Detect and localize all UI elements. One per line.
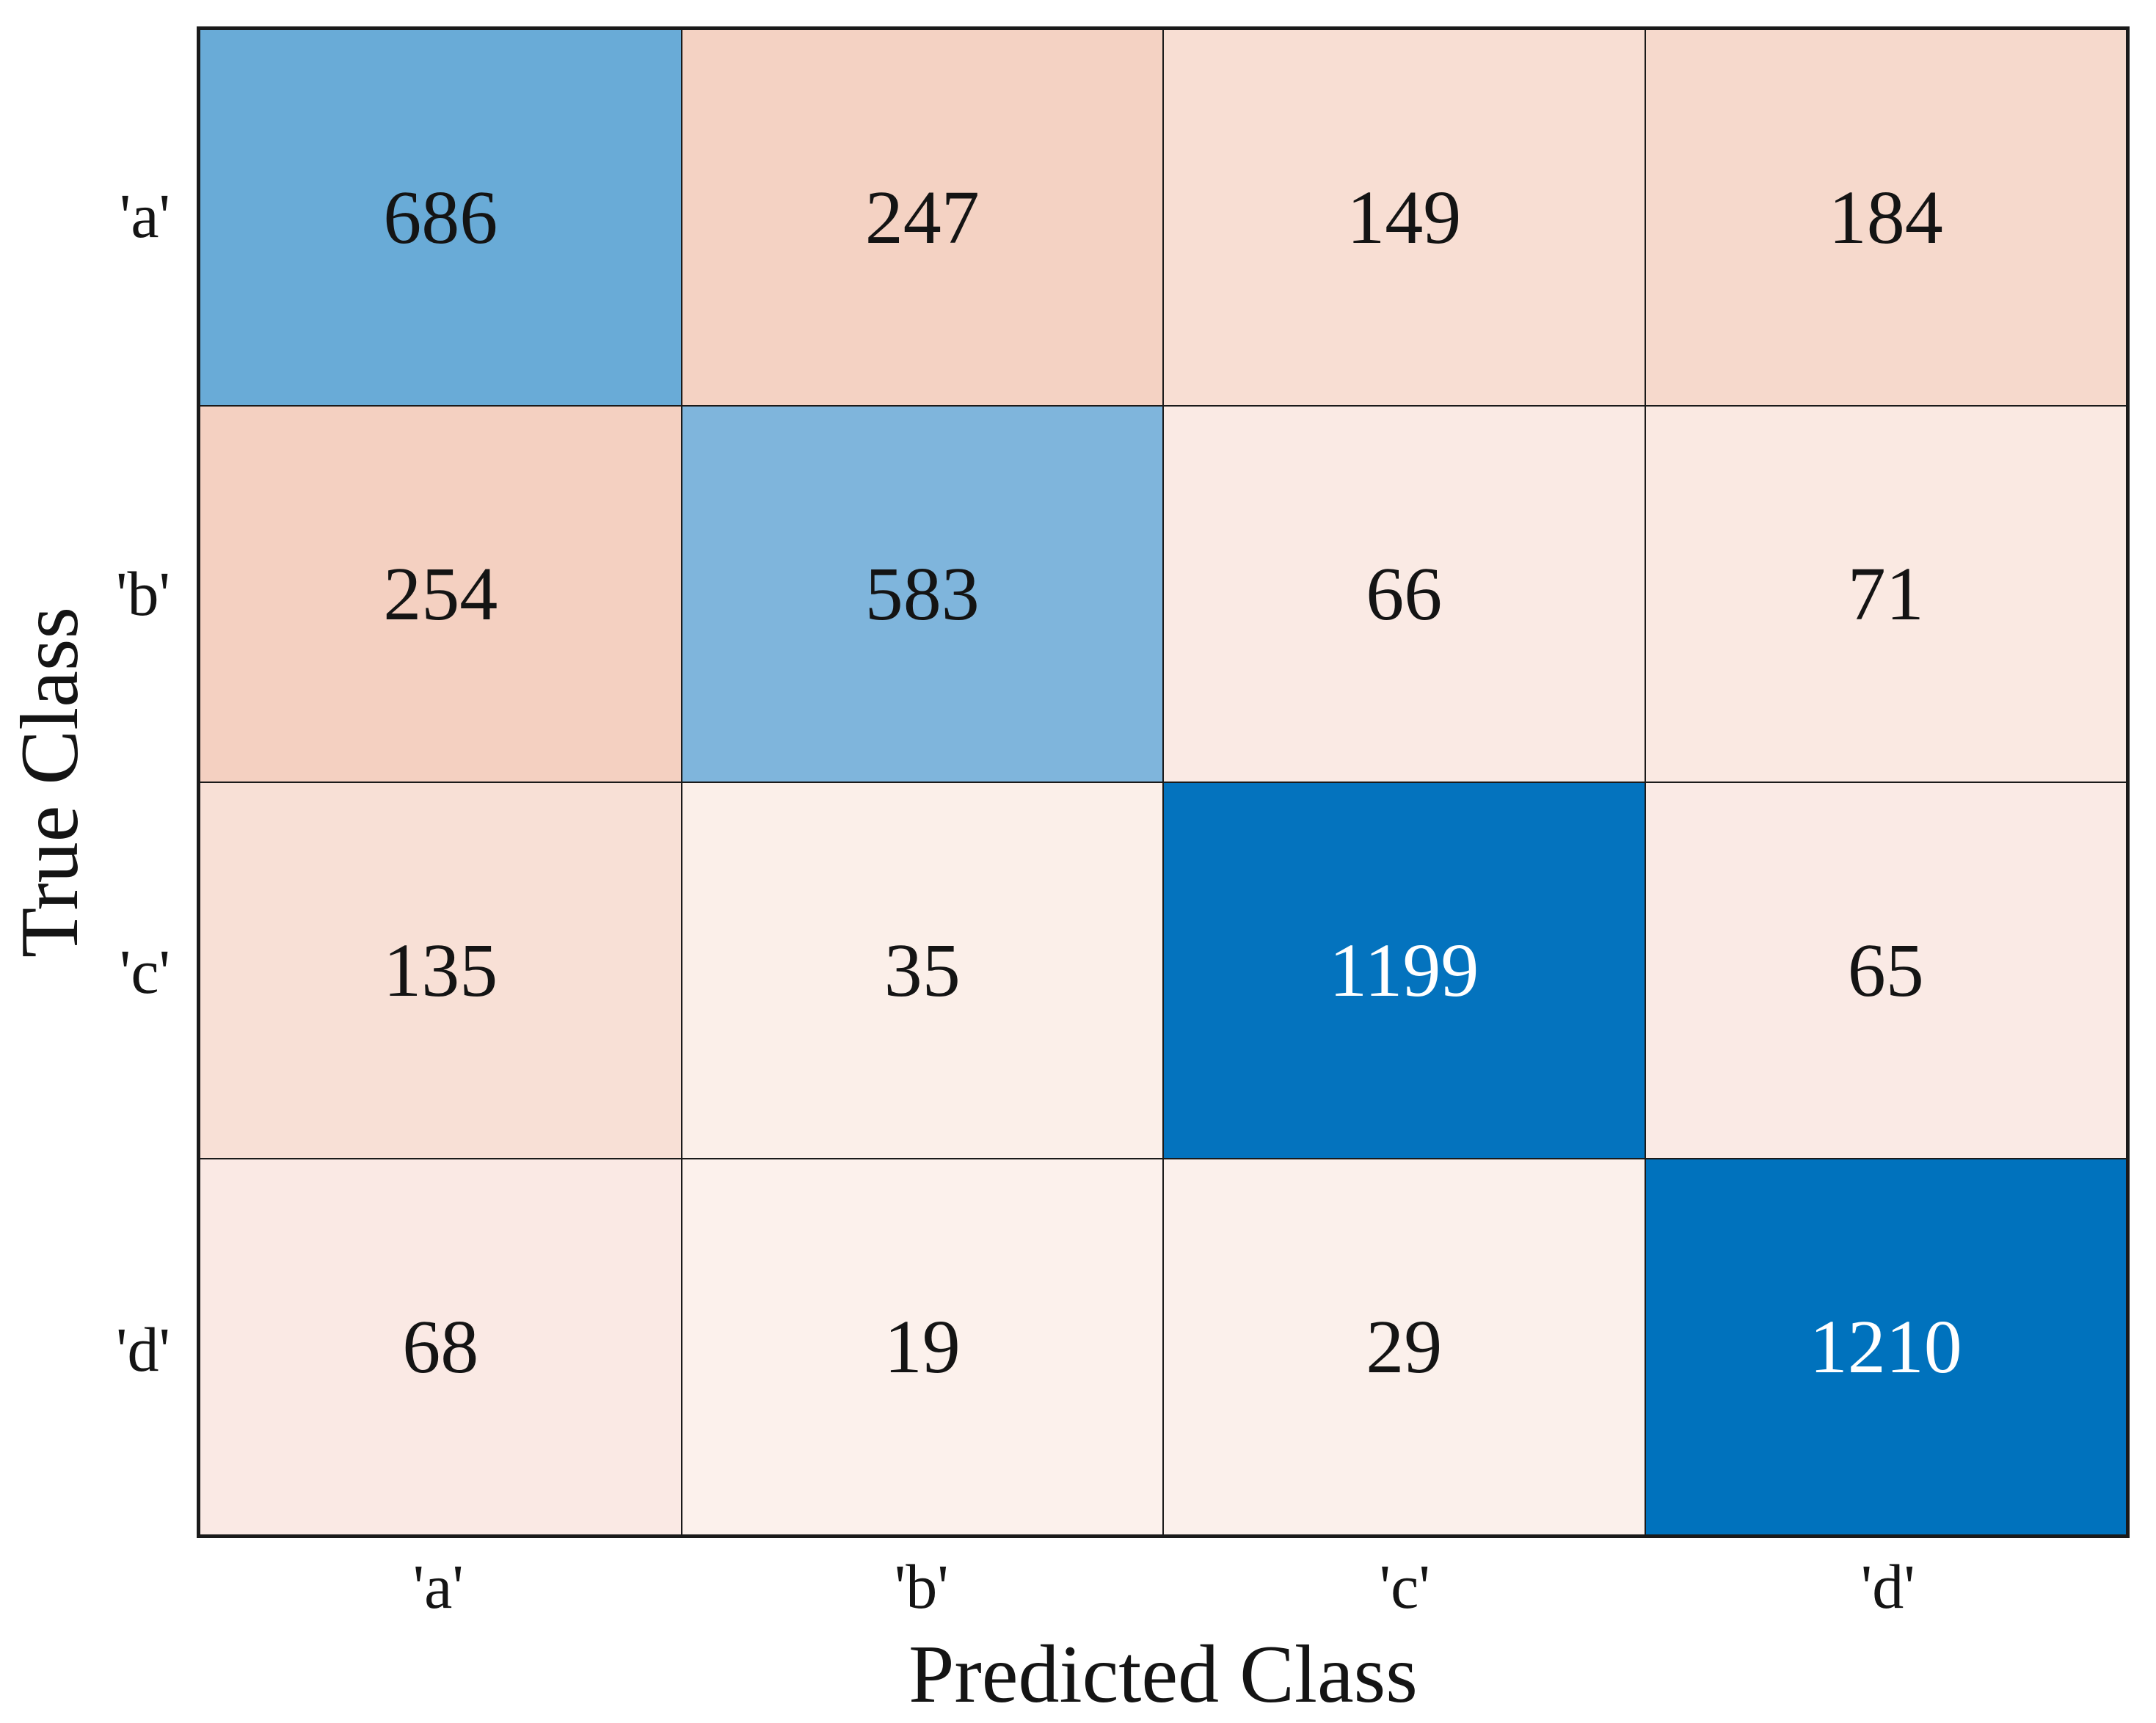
matrix-cell-d-d: 1210 (1645, 1159, 2126, 1534)
matrix-cell-d-a: 68 (200, 1159, 681, 1534)
matrix-cell-a-b: 247 (682, 30, 1162, 405)
y-tick-label-d: 'd' (116, 1314, 170, 1385)
y-tick-label-b: 'b' (116, 558, 170, 629)
y-axis-tick-labels: 'a' 'b' 'c' 'd' (0, 26, 175, 1538)
x-axis-tick-labels: 'a' 'b' 'c' 'd' (197, 1551, 2130, 1622)
confusion-matrix-grid: 686 247 149 184 254 583 66 71 135 35 1199 65 68 19 29 1… (197, 26, 2130, 1538)
y-tick-label-a: 'a' (119, 180, 170, 251)
matrix-cell-b-b: 583 (682, 407, 1162, 782)
matrix-cell-c-a: 135 (200, 783, 681, 1158)
x-tick-label-c: 'c' (1379, 1551, 1430, 1622)
x-tick-label-b: 'b' (894, 1551, 949, 1622)
y-tick-label-c: 'c' (119, 936, 170, 1007)
matrix-cell-a-a: 686 (200, 30, 681, 405)
x-tick-label-a: 'a' (412, 1551, 464, 1622)
matrix-cell-c-b: 35 (682, 783, 1162, 1158)
matrix-cell-a-c: 149 (1164, 30, 1645, 405)
matrix-cell-c-d: 65 (1645, 783, 2126, 1158)
matrix-cell-b-a: 254 (200, 407, 681, 782)
x-tick-label-d: 'd' (1860, 1551, 1915, 1622)
matrix-cell-d-c: 29 (1164, 1159, 1645, 1534)
matrix-cell-b-c: 66 (1164, 407, 1645, 782)
matrix-cell-d-b: 19 (682, 1159, 1162, 1534)
matrix-cell-b-d: 71 (1645, 407, 2126, 782)
matrix-cell-a-d: 184 (1645, 30, 2126, 405)
matrix-cell-c-c: 1199 (1164, 783, 1645, 1158)
x-axis-label: Predicted Class (908, 1629, 1418, 1720)
